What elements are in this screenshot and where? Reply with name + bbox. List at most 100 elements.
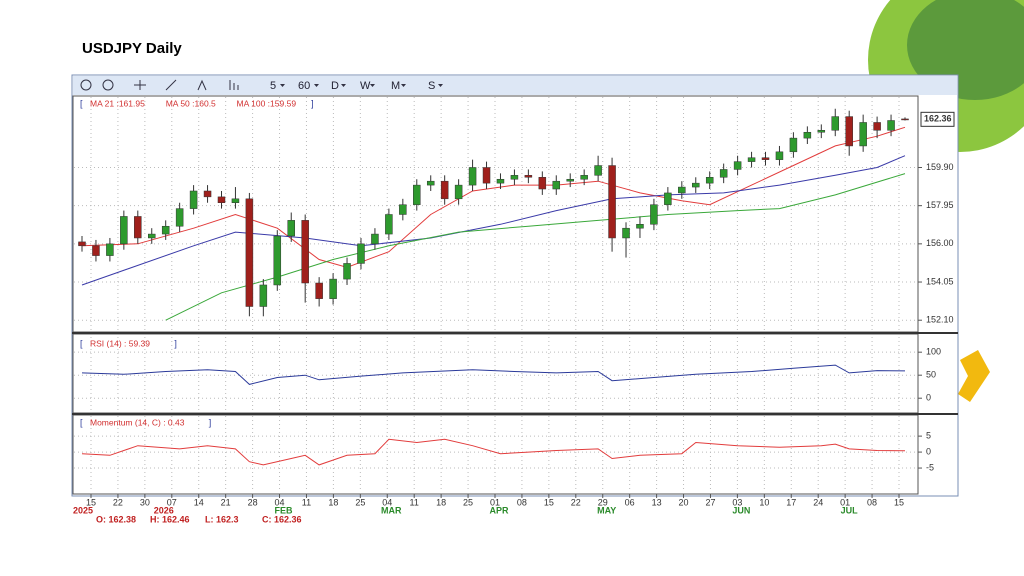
x-tick-label: 20 <box>679 497 689 507</box>
x-tick-label: 13 <box>652 497 662 507</box>
x-tick-label: 25 <box>463 497 473 507</box>
candle-body <box>622 227 630 239</box>
x-tick-label: 10 <box>759 497 769 507</box>
legend-bracket: [ <box>80 98 83 108</box>
dropdown-arrow[interactable] <box>341 84 346 87</box>
draw-icon[interactable] <box>165 79 177 91</box>
x-tick-label: 04 <box>275 497 285 507</box>
x-tick-label: 15 <box>544 497 554 507</box>
y-tick-label: 156.00 <box>926 238 954 248</box>
legend-bracket: ] <box>174 338 177 348</box>
x-tick-label: 01 <box>840 497 850 507</box>
candle-body <box>78 241 86 247</box>
legend-entry: MA 50 :160.5 <box>166 98 216 108</box>
toolbar-button[interactable]: M <box>391 80 400 92</box>
candle-body <box>664 192 672 205</box>
legend-bracket: [ <box>80 338 83 348</box>
y-tick-label: 152.10 <box>926 315 954 325</box>
decor-chevron <box>958 350 990 402</box>
x-tick-label: 24 <box>813 497 823 507</box>
x-tick-label: 28 <box>248 497 258 507</box>
candle-body <box>217 196 226 203</box>
candle-body <box>385 214 393 235</box>
candle-body <box>831 116 840 131</box>
x-tick-label: 03 <box>732 497 742 507</box>
toolbar-button[interactable]: 60 <box>298 80 310 92</box>
legend-bracket: [ <box>80 417 83 427</box>
toolbar <box>73 76 957 95</box>
candle-body <box>733 161 742 170</box>
candle-body <box>259 284 268 307</box>
candle-body <box>231 198 240 203</box>
x-month-label: 2026 <box>154 505 174 515</box>
indicator-line <box>81 364 906 385</box>
toolbar-button[interactable]: 5 <box>270 80 276 92</box>
dropdown-arrow[interactable] <box>401 84 406 87</box>
x-tick-label: 08 <box>867 497 877 507</box>
candle-body <box>580 175 588 180</box>
candle-body <box>454 184 463 200</box>
dropdown-arrow[interactable] <box>370 84 375 87</box>
candle-body <box>789 137 798 153</box>
x-tick-label: 11 <box>410 497 419 507</box>
candle-body <box>245 198 254 307</box>
candle-body <box>705 177 714 184</box>
dropdown-arrow[interactable] <box>280 84 285 87</box>
x-tick-label: 07 <box>167 497 177 507</box>
crosshair-icon[interactable] <box>134 80 146 90</box>
last-price-box <box>920 111 955 127</box>
candle-body <box>203 190 212 198</box>
candle-body <box>343 263 351 280</box>
y-tick-label: 0 <box>926 446 931 456</box>
x-tick-label: 22 <box>571 497 581 507</box>
x-tick-label: 18 <box>328 497 338 507</box>
candle-body <box>538 177 547 190</box>
ohlc-readout: H: 162.46 <box>150 514 190 524</box>
zoom-out-icon[interactable] <box>102 79 114 91</box>
x-tick-label: 22 <box>113 497 123 507</box>
candle-body <box>775 151 784 160</box>
ma-line <box>81 155 906 286</box>
dropdown-arrow[interactable] <box>314 84 319 87</box>
candle-body <box>803 131 812 139</box>
x-tick-label: 08 <box>517 497 527 507</box>
x-tick-label: 17 <box>786 497 796 507</box>
toolbar-button[interactable]: W <box>360 80 371 92</box>
y-tick-label: 5 <box>926 430 931 440</box>
candle-body <box>873 122 881 131</box>
candle-body <box>134 216 142 239</box>
chart-frame <box>71 74 959 497</box>
candle-body <box>482 167 491 184</box>
candle-body <box>189 190 198 209</box>
x-tick-label: 18 <box>436 497 446 507</box>
candle-body <box>92 245 100 256</box>
candle-body <box>440 180 449 200</box>
toolbar-button[interactable]: D <box>331 80 339 92</box>
legend-bracket: ] <box>311 98 314 108</box>
zoom-in-icon[interactable] <box>80 79 92 91</box>
x-tick-label: 15 <box>894 497 904 507</box>
toolbar-button[interactable]: S <box>428 80 435 92</box>
dropdown-arrow[interactable] <box>438 84 443 87</box>
text-icon[interactable] <box>197 79 207 91</box>
bars-icon[interactable] <box>229 80 239 90</box>
candle-body <box>901 118 909 121</box>
y-tick-label: 100 <box>926 347 941 357</box>
x-month-label: JUN <box>732 505 750 515</box>
ohlc-readout: C: 162.36 <box>262 514 302 524</box>
candle-body <box>413 184 421 205</box>
candle-body <box>468 167 477 186</box>
candle-body <box>678 186 686 194</box>
x-month-label: MAR <box>381 505 402 515</box>
x-month-label: APR <box>489 505 509 515</box>
x-tick-label: 27 <box>705 497 715 507</box>
y-tick-label: 50 <box>926 370 936 380</box>
candle-body <box>399 204 407 215</box>
last-price-label: 162.36 <box>924 114 952 124</box>
x-tick-label: 25 <box>355 497 365 507</box>
candle-body <box>887 120 895 131</box>
candle-body <box>636 224 644 229</box>
candle-body <box>566 178 574 182</box>
legend-entry: RSI (14) : 59.39 <box>90 338 150 348</box>
